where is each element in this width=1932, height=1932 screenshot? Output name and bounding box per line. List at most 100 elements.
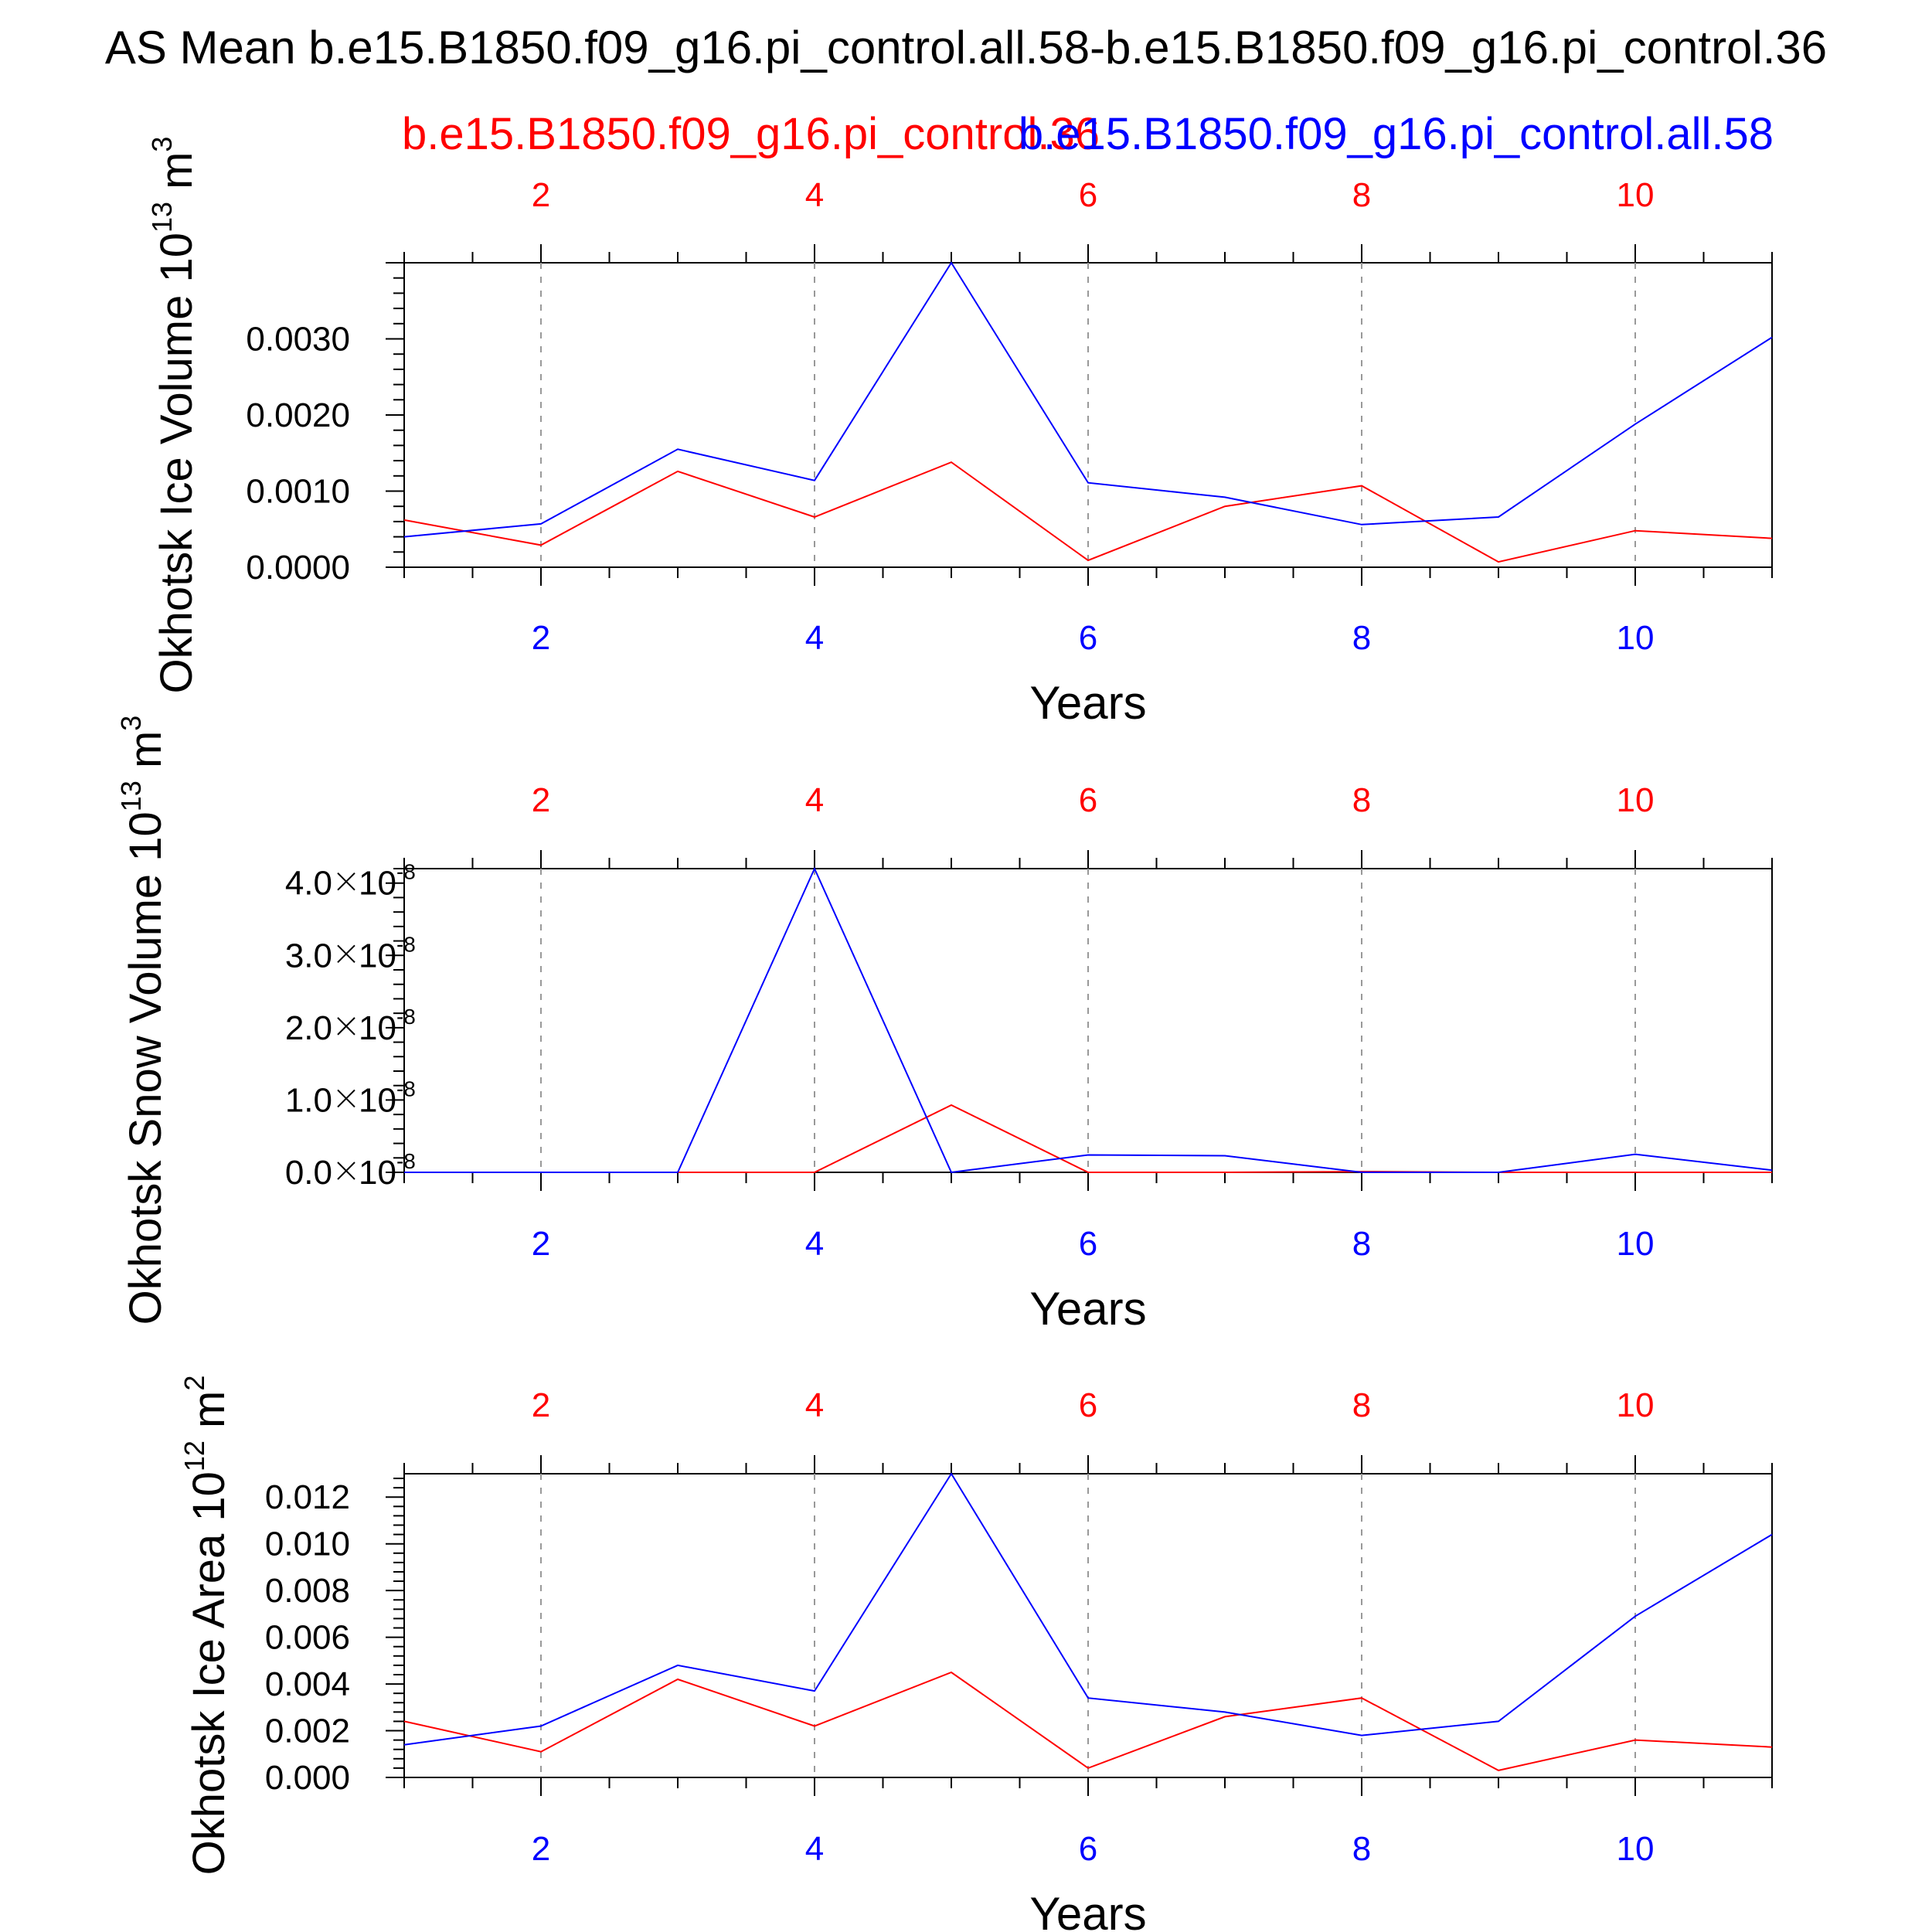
data-point-blue bbox=[1497, 515, 1500, 519]
x-axis-label: Years bbox=[1029, 1283, 1146, 1335]
data-point-red bbox=[676, 1678, 679, 1681]
data-point-blue bbox=[1223, 1154, 1226, 1157]
data-point-blue bbox=[676, 447, 679, 451]
x-axis-label: Years bbox=[1029, 677, 1146, 729]
data-point-blue bbox=[1770, 1168, 1774, 1172]
data-point-red bbox=[1087, 559, 1090, 562]
data-point-red bbox=[1497, 1769, 1500, 1772]
y-axis-label: Okhotsk Ice Area 1012 m2 bbox=[179, 1376, 234, 1876]
x-tick-label-top: 4 bbox=[805, 176, 824, 214]
x-tick-label-top: 6 bbox=[1079, 781, 1097, 819]
y-tick-label: 0.012 bbox=[265, 1478, 350, 1516]
series-line-blue bbox=[403, 1472, 1773, 1746]
data-point-red bbox=[403, 1719, 406, 1723]
data-point-blue bbox=[676, 1171, 679, 1174]
data-point-blue bbox=[1497, 1171, 1500, 1174]
x-tick-label-top: 6 bbox=[1079, 1386, 1097, 1424]
data-point-blue bbox=[1634, 1153, 1637, 1156]
data-point-blue bbox=[813, 479, 816, 482]
data-point-red bbox=[813, 1724, 816, 1727]
times-sign-stroke bbox=[337, 872, 355, 891]
data-point-red bbox=[950, 461, 953, 464]
times-sign-stroke bbox=[337, 1089, 355, 1108]
data-point-red bbox=[1634, 1739, 1637, 1742]
y-tick-label-mantissa: 3.0 bbox=[285, 937, 332, 975]
ice-volume-panel: 2 2 4 4 6 6 8 8 10 10 Years 0.0000 0.0010 0.0020 0.003… bbox=[146, 137, 1774, 729]
y-tick-label-mantissa: 2.0 bbox=[285, 1009, 332, 1047]
y-axis-label: Okhotsk Snow Volume 1013 m3 bbox=[115, 716, 171, 1325]
y-tick-label-mantissa: 0.0 bbox=[285, 1154, 332, 1192]
snow-volume-panel: 2 2 4 4 6 6 8 8 10 10 Years 0.0 10-8 1.0 10-8 2.0 10-8 3.… bbox=[115, 716, 1774, 1335]
y-tick-label-exponent: 10-8 bbox=[359, 1005, 416, 1047]
x-tick-label-bottom: 4 bbox=[805, 1830, 824, 1868]
x-tick-label-bottom: 10 bbox=[1617, 1830, 1655, 1868]
x-tick-label-bottom: 6 bbox=[1079, 1225, 1097, 1263]
x-tick-label-bottom: 4 bbox=[805, 619, 824, 657]
data-point-blue bbox=[1770, 1533, 1774, 1536]
data-point-blue bbox=[1223, 495, 1226, 498]
data-point-red bbox=[1087, 1171, 1090, 1174]
x-tick-label-top: 2 bbox=[532, 1386, 550, 1424]
data-point-blue bbox=[539, 1724, 543, 1727]
data-point-blue bbox=[539, 522, 543, 526]
x-tick-label-top: 8 bbox=[1352, 781, 1371, 819]
series-line-red bbox=[403, 1671, 1773, 1771]
data-point-blue bbox=[403, 536, 406, 539]
y-tick-label-exponent: 10-8 bbox=[359, 932, 416, 975]
y-axis-label: Okhotsk Ice Volume 1013 m3 bbox=[146, 137, 202, 694]
data-point-blue bbox=[1087, 481, 1090, 485]
data-point-red bbox=[1634, 1171, 1637, 1174]
data-point-blue bbox=[1360, 523, 1363, 526]
y-tick-label: 0.0000 bbox=[246, 549, 350, 587]
y-tick-label: 0.004 bbox=[265, 1665, 350, 1703]
x-tick-label-top: 8 bbox=[1352, 176, 1371, 214]
data-point-blue bbox=[403, 1171, 406, 1174]
series-line-blue bbox=[403, 261, 1773, 538]
times-sign-stroke bbox=[337, 1162, 355, 1180]
x-tick-label-bottom: 2 bbox=[532, 619, 550, 657]
y-tick-label-mantissa: 1.0 bbox=[285, 1081, 332, 1119]
data-point-red bbox=[1223, 505, 1226, 508]
y-tick-label: 0.008 bbox=[265, 1572, 350, 1610]
x-tick-label-bottom: 2 bbox=[532, 1225, 550, 1263]
data-point-blue bbox=[1360, 1171, 1363, 1174]
data-point-blue bbox=[1087, 1696, 1090, 1699]
x-tick-label-bottom: 8 bbox=[1352, 619, 1371, 657]
data-point-red bbox=[1770, 537, 1774, 540]
x-tick-label-top: 10 bbox=[1617, 1386, 1655, 1424]
x-tick-label-bottom: 2 bbox=[532, 1830, 550, 1868]
data-point-red bbox=[1497, 560, 1500, 563]
data-point-blue bbox=[1634, 1614, 1637, 1617]
data-point-red bbox=[813, 515, 816, 519]
y-tick-label-exponent: 10-8 bbox=[359, 1149, 416, 1192]
data-point-blue bbox=[950, 261, 953, 264]
data-point-blue bbox=[813, 867, 816, 870]
data-point-red bbox=[813, 1171, 816, 1174]
x-tick-label-bottom: 4 bbox=[805, 1225, 824, 1263]
x-tick-label-bottom: 10 bbox=[1617, 1225, 1655, 1263]
y-tick-label-exponent: 10-8 bbox=[359, 860, 416, 903]
data-point-blue bbox=[1497, 1719, 1500, 1723]
data-point-blue bbox=[676, 1664, 679, 1667]
y-tick-label-exponent: 10-8 bbox=[359, 1077, 416, 1119]
data-point-red bbox=[1223, 1171, 1226, 1174]
times-sign-stroke bbox=[337, 1017, 355, 1036]
data-point-red bbox=[1223, 1715, 1226, 1718]
y-tick-label: 0.0030 bbox=[246, 321, 350, 359]
data-point-blue bbox=[1770, 336, 1774, 339]
data-point-red bbox=[1360, 485, 1363, 488]
x-tick-label-top: 2 bbox=[532, 781, 550, 819]
data-point-red bbox=[950, 1104, 953, 1107]
data-point-blue bbox=[539, 1171, 543, 1174]
y-tick-label: 0.002 bbox=[265, 1713, 350, 1750]
data-point-red bbox=[950, 1671, 953, 1674]
legend-blue-label: b.e15.B1850.f09_g16.pi_control.all.58 bbox=[1019, 109, 1774, 159]
data-point-blue bbox=[950, 1472, 953, 1475]
times-sign-stroke bbox=[337, 944, 355, 963]
data-point-red bbox=[539, 543, 543, 546]
x-tick-label-bottom: 8 bbox=[1352, 1830, 1371, 1868]
y-tick-label-mantissa: 4.0 bbox=[285, 865, 332, 903]
x-tick-label-bottom: 6 bbox=[1079, 619, 1097, 657]
data-point-red bbox=[1770, 1746, 1774, 1749]
